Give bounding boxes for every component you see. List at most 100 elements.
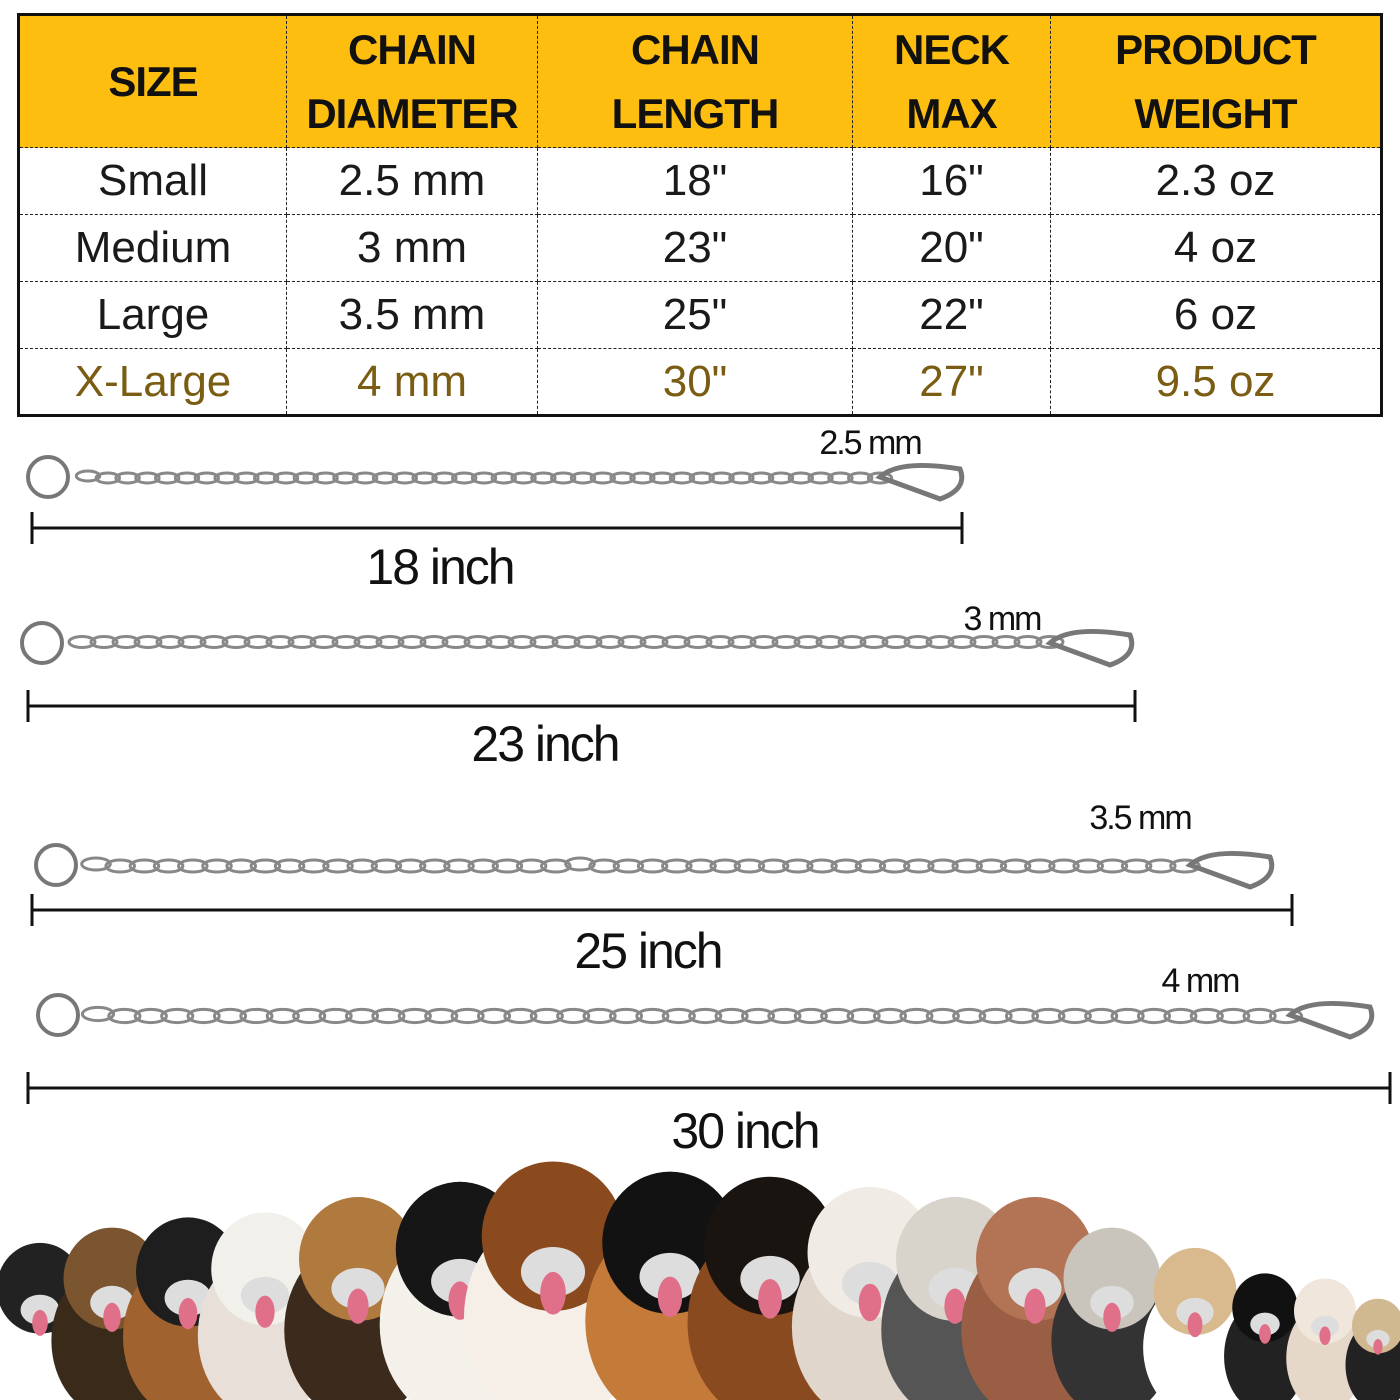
snap-hook-icon — [875, 462, 965, 502]
length-label: 30 inch — [671, 1103, 820, 1159]
chain-link — [1096, 858, 1129, 874]
chain-link — [927, 858, 959, 874]
chain-link — [688, 471, 715, 485]
snap-hook-icon — [1185, 850, 1275, 890]
dog-tongue — [1103, 1302, 1121, 1332]
dog-head — [481, 1161, 625, 1312]
chain-link — [609, 471, 636, 485]
chain-link — [134, 471, 161, 485]
chain-link — [111, 635, 141, 649]
ring-icon — [26, 455, 70, 499]
chain-link — [595, 635, 625, 649]
dog-tongue — [255, 1295, 275, 1328]
chain-link — [925, 1007, 960, 1025]
dog-muzzle — [1311, 1315, 1339, 1338]
chain-link — [991, 635, 1021, 649]
chain-link — [866, 471, 894, 485]
chain-link — [322, 858, 354, 874]
chain-link — [705, 635, 735, 649]
chain-link — [344, 1007, 380, 1025]
chain-link — [1189, 1007, 1224, 1025]
chain-link — [589, 471, 616, 485]
dog-tongue — [1373, 1339, 1383, 1355]
chain-link — [397, 635, 427, 649]
cell: 30" — [537, 348, 853, 416]
chain-link — [629, 471, 656, 485]
snap-hook-icon — [1045, 628, 1135, 668]
chain-link — [529, 1007, 564, 1025]
chain-link — [635, 1007, 670, 1025]
chain-link — [806, 858, 838, 874]
diameter-label: 4 mm — [1161, 962, 1241, 1000]
chain-link — [1242, 1007, 1277, 1025]
chain-link — [476, 1007, 512, 1025]
chain-link — [265, 1007, 300, 1025]
chain-link — [564, 856, 596, 872]
chain-link — [847, 471, 874, 485]
dog-muzzle — [90, 1285, 134, 1320]
chain-link — [67, 635, 97, 649]
chain-link — [771, 635, 801, 649]
chain-link — [1110, 1007, 1145, 1025]
chain-link — [767, 1007, 802, 1025]
header-chain-diameter: CHAIN DIAMETER — [286, 14, 538, 148]
chain-link — [846, 1007, 881, 1025]
chain-link — [265, 635, 295, 649]
chain-link — [1120, 858, 1153, 874]
chain-link — [450, 1007, 485, 1025]
chain-link — [820, 1007, 855, 1025]
diameter-label: 2.5 mm — [819, 424, 922, 462]
chain-link — [793, 635, 823, 649]
chain-link — [952, 1007, 987, 1025]
chain-link — [951, 858, 984, 874]
chain-link — [463, 635, 493, 649]
chain-link — [1013, 635, 1043, 649]
chain-link — [903, 858, 935, 874]
chain-link — [177, 635, 207, 649]
cell: Small — [18, 147, 287, 215]
chain-link — [807, 471, 834, 485]
chain-link — [152, 858, 185, 874]
cell: 3.5 mm — [286, 281, 538, 349]
chain-link — [881, 635, 911, 649]
chain-link — [199, 635, 229, 649]
chain-link — [353, 635, 383, 649]
dog-tongue — [1024, 1288, 1046, 1324]
chain-link — [309, 635, 339, 649]
chain-link — [1216, 1007, 1251, 1025]
chain-link — [837, 635, 867, 649]
chain-link — [573, 635, 603, 649]
cell: 18" — [537, 147, 853, 215]
chain-link — [872, 1007, 908, 1025]
dog-head — [1232, 1273, 1298, 1343]
diameter-label: 3 mm — [963, 600, 1043, 638]
chain-link — [272, 471, 300, 485]
chain-link — [212, 1007, 248, 1025]
chain-link — [298, 858, 330, 874]
chain-link — [213, 471, 240, 485]
chain-link — [249, 858, 282, 874]
chain-link — [830, 858, 863, 874]
chain-link — [793, 1007, 828, 1025]
chain-link — [173, 471, 201, 485]
chain-link — [287, 635, 317, 649]
chain-link — [782, 858, 814, 874]
chain-link — [503, 1007, 538, 1025]
chain-link — [371, 471, 399, 485]
chain-link — [80, 856, 112, 872]
chain-link — [815, 635, 845, 649]
chain-link — [683, 635, 713, 649]
chain-link — [160, 1007, 195, 1025]
chain-link — [104, 858, 136, 874]
table-row: Medium 3 mm 23" 20" 4 oz — [18, 214, 1382, 282]
chain-link — [128, 858, 161, 874]
chain-link — [649, 471, 676, 485]
chain-link — [529, 635, 559, 649]
length-label: 25 inch — [574, 923, 723, 979]
chain-link — [201, 858, 233, 874]
chain-link — [903, 635, 933, 649]
chain-link — [332, 471, 359, 485]
chain-link — [419, 858, 451, 874]
chain-link — [709, 858, 742, 874]
cell: 9.5 oz — [1050, 348, 1382, 416]
